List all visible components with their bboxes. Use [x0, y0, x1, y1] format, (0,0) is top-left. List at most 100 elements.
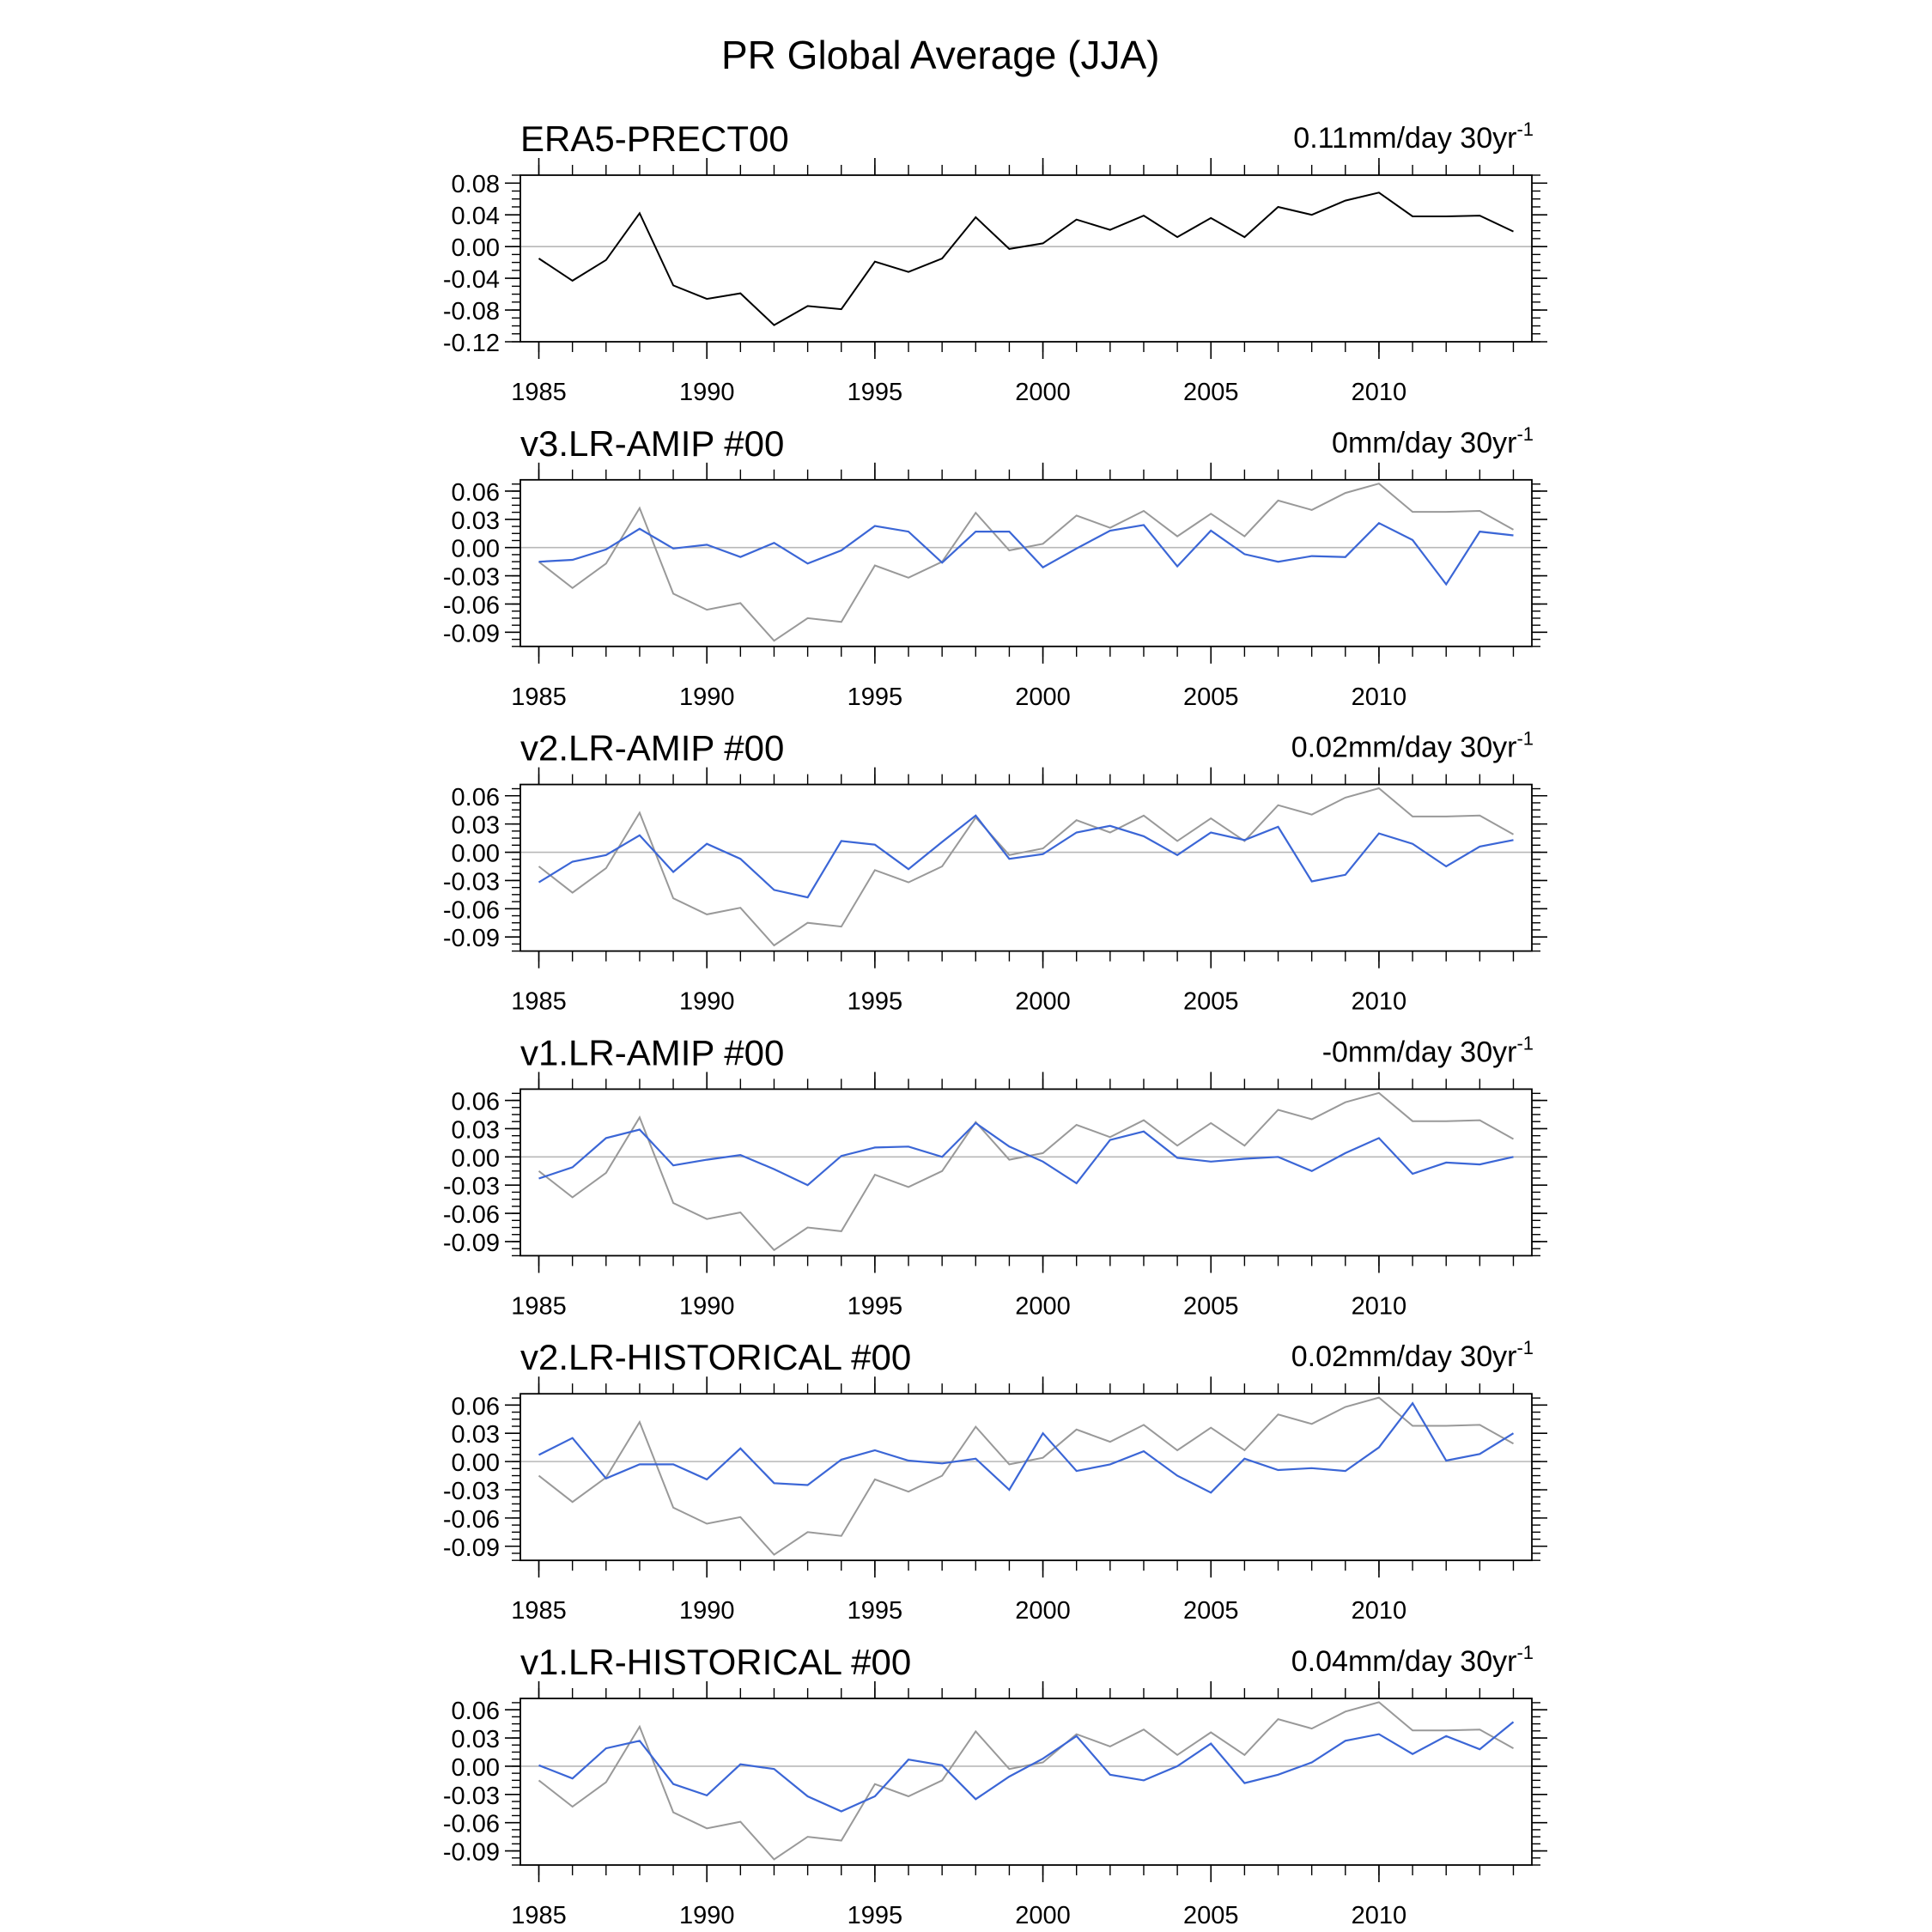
- trend-value: 0.02mm/day 30yr: [1291, 1340, 1517, 1373]
- y-tick-label: 0.06: [452, 1393, 500, 1420]
- panel-2: v3.LR-AMIP #00 0mm/day 30yr-1 0.060.030.00…: [443, 423, 1547, 711]
- y-tick-label: -0.09: [443, 1534, 500, 1562]
- y-tick-label: -0.12: [443, 330, 500, 357]
- x-tick-label: 2005: [1183, 1597, 1239, 1625]
- y-tick-label: 0.00: [452, 536, 500, 563]
- x-tick-label: 2000: [1015, 1902, 1071, 1929]
- plot-frame: [519, 783, 1533, 952]
- x-tick-label: 1995: [848, 988, 903, 1016]
- trend-value: 0mm/day 30yr: [1332, 427, 1516, 459]
- panels: ERA5-PRECT00 0.11mm/day 30yr-10.080.040.0…: [443, 118, 1547, 1929]
- y-tick-label: 0.03: [452, 507, 500, 535]
- x-tick-label: 1995: [848, 1597, 903, 1625]
- series-line-era5: [538, 1396, 1514, 1556]
- panel-title: v1.LR-AMIP #00: [520, 1032, 784, 1072]
- x-tick-label: 1985: [511, 1902, 567, 1929]
- y-tick-label: 0.06: [452, 1698, 500, 1725]
- x-tick-label: 2000: [1015, 683, 1071, 711]
- y-tick-label: 0.00: [452, 1449, 500, 1477]
- series-line-era5: [538, 483, 1514, 642]
- y-tick-label: 0.08: [452, 171, 500, 198]
- trend-annotation: -0mm/day 30yr-1: [1322, 1032, 1534, 1068]
- y-tick-label: -0.06: [443, 1811, 500, 1838]
- plot-frame: [519, 1393, 1533, 1562]
- y-tick-label: 0.03: [452, 1116, 500, 1144]
- plot-frame: [519, 174, 1533, 343]
- x-tick-label: 2010: [1352, 988, 1407, 1016]
- plot-frame: [519, 1698, 1533, 1866]
- x-tick-label: 1985: [511, 1292, 567, 1320]
- y-tick-label: -0.03: [443, 1478, 500, 1505]
- trend-annotation: 0.04mm/day 30yr-1: [1291, 1642, 1534, 1678]
- series-line-era5: [538, 1701, 1514, 1861]
- y-tick-label: -0.03: [443, 564, 500, 592]
- x-tick-label: 1985: [511, 683, 567, 711]
- y-tick-label: 0.00: [452, 234, 500, 262]
- y-tick-label: 0.00: [452, 1754, 500, 1782]
- trend-exponent: -1: [1516, 118, 1534, 140]
- series-line-v1-lr-amip: [538, 1121, 1514, 1187]
- y-tick-label: 0.00: [452, 1145, 500, 1172]
- x-tick-label: 1985: [511, 988, 567, 1016]
- series-line-era5: [538, 191, 1514, 326]
- x-tick-label: 1990: [679, 988, 735, 1016]
- x-tick-label: 2005: [1183, 683, 1239, 711]
- x-tick-label: 1995: [848, 1292, 903, 1320]
- x-tick-label: 2000: [1015, 1597, 1071, 1625]
- plot-frame: [519, 1088, 1533, 1257]
- y-tick-label: -0.04: [443, 266, 500, 294]
- y-tick-label: -0.06: [443, 592, 500, 619]
- x-tick-label: 1990: [679, 1902, 735, 1929]
- y-tick-label: 0.04: [452, 203, 500, 230]
- trend-exponent: -1: [1516, 1642, 1534, 1663]
- x-tick-label: 2000: [1015, 379, 1071, 406]
- y-tick-label: -0.09: [443, 1839, 500, 1867]
- y-tick-label: 0.00: [452, 841, 500, 868]
- y-tick-label: -0.09: [443, 620, 500, 647]
- trend-annotation: 0.02mm/day 30yr-1: [1291, 1337, 1534, 1373]
- x-tick-label: 1995: [848, 683, 903, 711]
- panel-title: v2.LR-HISTORICAL #00: [520, 1337, 911, 1377]
- series-line-era5: [538, 787, 1514, 947]
- plot-frame: [519, 478, 1533, 647]
- y-tick-label: -0.08: [443, 298, 500, 325]
- y-tick-label: -0.03: [443, 1783, 500, 1810]
- trend-exponent: -1: [1516, 1337, 1534, 1358]
- trend-value: -0mm/day 30yr: [1322, 1036, 1517, 1068]
- trend-value: 0.02mm/day 30yr: [1291, 732, 1517, 764]
- y-tick-label: -0.09: [443, 925, 500, 952]
- x-tick-label: 2005: [1183, 988, 1239, 1016]
- series-line-v2-lr-amip: [538, 814, 1514, 899]
- y-tick-label: -0.06: [443, 896, 500, 924]
- x-tick-label: 1990: [679, 1597, 735, 1625]
- trend-annotation: 0.02mm/day 30yr-1: [1291, 728, 1534, 764]
- x-tick-label: 2010: [1352, 1902, 1407, 1929]
- trend-annotation: 0mm/day 30yr-1: [1332, 423, 1534, 459]
- trend-exponent: -1: [1516, 728, 1534, 750]
- y-tick-label: 0.03: [452, 1421, 500, 1449]
- panel-title: v1.LR-HISTORICAL #00: [520, 1642, 911, 1682]
- x-tick-label: 1995: [848, 1902, 903, 1929]
- panel-4: v1.LR-AMIP #00 -0mm/day 30yr-1 0.060.030.0…: [443, 1032, 1547, 1320]
- x-tick-label: 1985: [511, 379, 567, 406]
- panel-6: v1.LR-HISTORICAL #00 0.04mm/day 30yr-1 0.0…: [443, 1642, 1547, 1929]
- trend-exponent: -1: [1516, 423, 1534, 445]
- y-tick-label: -0.09: [443, 1230, 500, 1257]
- panel-1: ERA5-PRECT00 0.11mm/day 30yr-1 0.08 0.04 0.0…: [443, 118, 1547, 406]
- y-tick-label: 0.03: [452, 1726, 500, 1753]
- y-tick-label: 0.06: [452, 784, 500, 811]
- x-tick-label: 2010: [1352, 379, 1407, 406]
- y-tick-label: 0.06: [452, 479, 500, 507]
- panel-title: ERA5-PRECT00: [520, 118, 789, 159]
- series-line-v3-lr-amip: [538, 521, 1514, 586]
- x-tick-label: 2000: [1015, 988, 1071, 1016]
- trend-exponent: -1: [1516, 1032, 1534, 1054]
- series-line-v2-lr-historical: [538, 1401, 1515, 1494]
- panel-title: v2.LR-AMIP #00: [520, 728, 784, 769]
- x-tick-label: 2010: [1352, 683, 1407, 711]
- x-tick-label: 1995: [848, 379, 903, 406]
- y-tick-label: -0.06: [443, 1201, 500, 1229]
- x-tick-label: 1990: [679, 683, 735, 711]
- x-tick-label: 1990: [679, 379, 735, 406]
